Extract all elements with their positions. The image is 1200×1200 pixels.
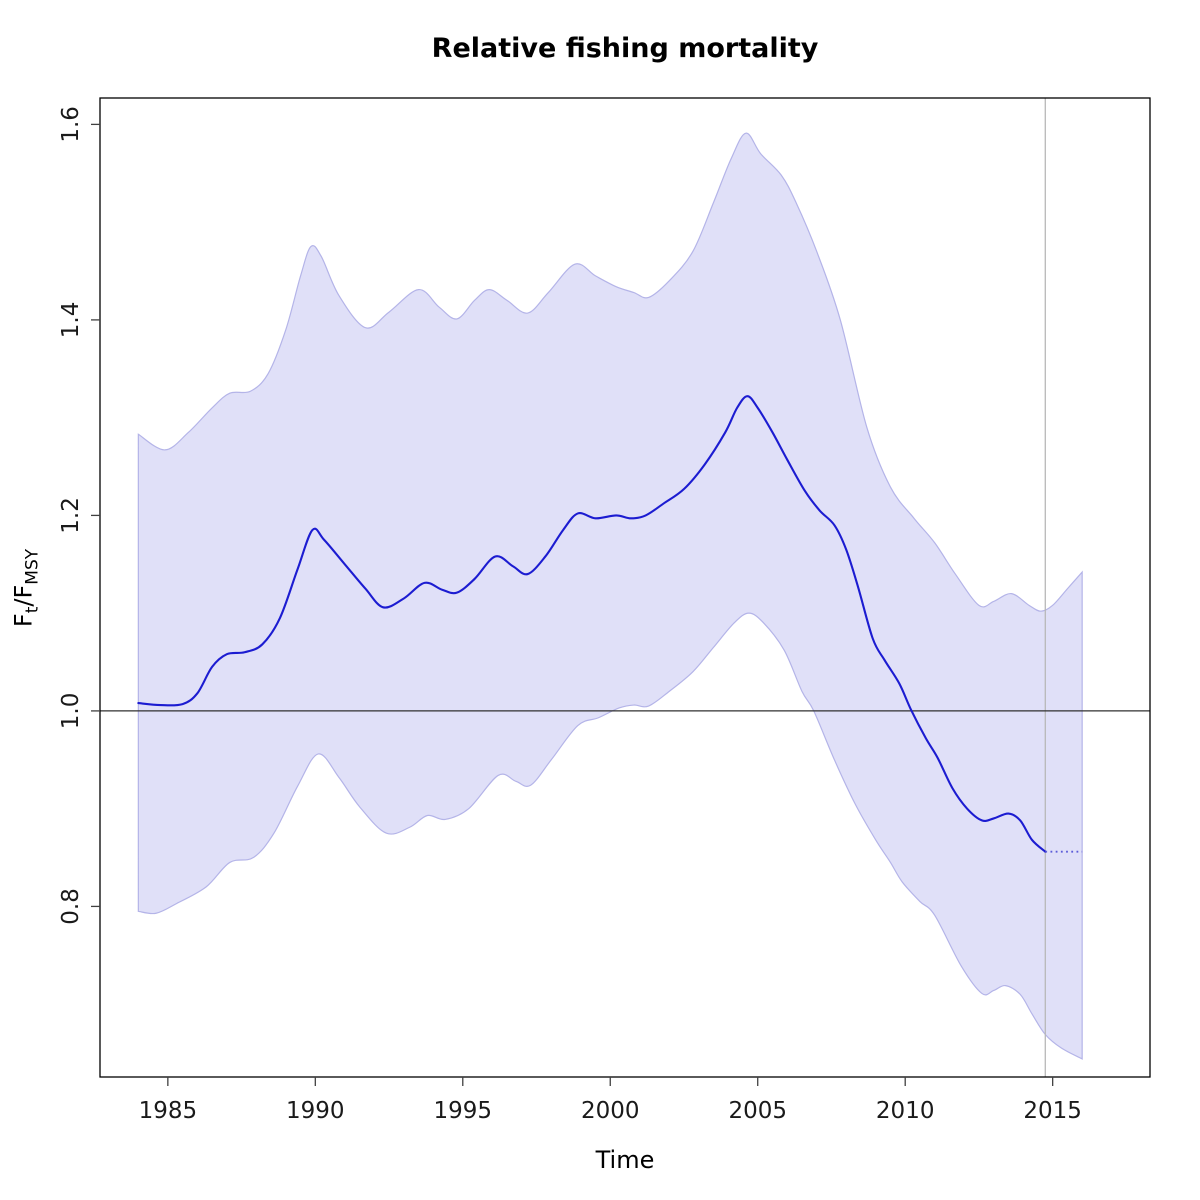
y-axis-title-sub-t: t — [22, 606, 43, 614]
x-axis-tick-label: 1985 — [139, 1098, 198, 1124]
y-axis-title-f2: F — [9, 584, 38, 599]
x-axis-tick-label: 2010 — [876, 1098, 935, 1124]
x-axis-title: Time — [595, 1146, 655, 1174]
x-axis-tick-label: 1990 — [286, 1098, 345, 1124]
y-axis-title-f: F — [9, 613, 38, 628]
y-axis-title: Ft/FMSY — [10, 549, 43, 627]
y-axis-tick-label: 1.2 — [58, 497, 84, 534]
y-axis-tick-label: 1.4 — [58, 302, 84, 339]
x-axis-tick-label: 1995 — [434, 1098, 493, 1124]
x-axis-tick-label: 2005 — [728, 1098, 787, 1124]
plot-box — [99, 97, 1151, 1078]
y-axis-tick-label: 1.6 — [58, 106, 84, 143]
chart-title: Relative fishing mortality — [431, 33, 819, 64]
y-axis-title-slash: / — [9, 598, 38, 607]
median-line — [137, 395, 1047, 853]
confidence-band — [137, 132, 1083, 1060]
x-axis-tick-label: 2000 — [581, 1098, 640, 1124]
y-axis-tick-label: 1.0 — [58, 693, 84, 730]
y-axis-title-sub-msy: MSY — [22, 548, 43, 585]
y-axis-tick-label: 0.8 — [58, 888, 84, 925]
x-axis-tick-label: 2015 — [1023, 1098, 1082, 1124]
